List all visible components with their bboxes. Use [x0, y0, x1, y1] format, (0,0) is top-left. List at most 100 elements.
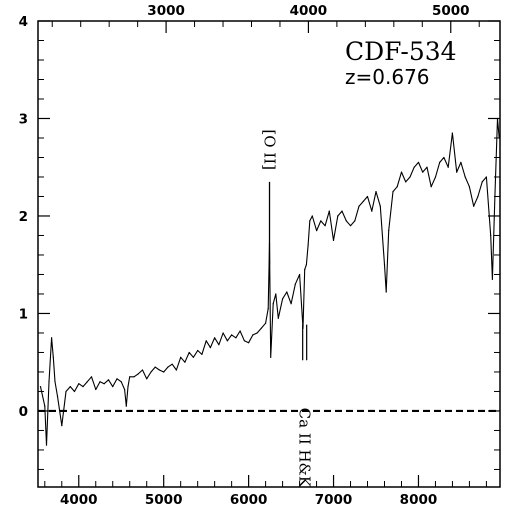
spectrum-point [265, 322, 267, 324]
axis-ticks [38, 20, 500, 487]
spectrum-point [260, 327, 262, 329]
spectrum-point [214, 337, 216, 339]
x-tick-label: 4000 [60, 492, 98, 508]
spectrum-point [275, 293, 277, 295]
spectrum-point [477, 195, 479, 198]
spectrum-point [362, 200, 364, 202]
spectrum-point [78, 383, 80, 385]
spectrum-point [270, 356, 272, 358]
spectrum-point [86, 381, 88, 383]
spectrum-point [400, 171, 403, 173]
spectrum-point [218, 344, 220, 346]
spectrum-point [107, 379, 110, 381]
spectrum-point [337, 215, 339, 217]
spectrum-point [133, 376, 135, 378]
spectrum-point [494, 195, 496, 198]
spectrum-point [272, 303, 274, 305]
spectrum-point [124, 388, 126, 391]
spectrum-point [239, 330, 241, 332]
ca-hk-annotation: Ca II H&K [296, 408, 314, 488]
spectrum-point [56, 395, 59, 397]
spectrum-point [226, 340, 228, 342]
spectrum-point [209, 347, 211, 349]
spectrum-point [54, 381, 56, 383]
spectrum-point [413, 166, 415, 168]
spectrum-point [332, 239, 335, 241]
spectrum-point [320, 220, 322, 222]
spectrum-point [294, 283, 296, 285]
spectrum-point [309, 220, 311, 222]
spectrum-point [163, 371, 165, 373]
x-tick-label: 6000 [230, 492, 268, 508]
y-tick-label: 1 [19, 306, 28, 322]
spectrum-point [61, 425, 63, 427]
spectrum-point [82, 386, 84, 388]
series-points [39, 117, 500, 446]
spectrum-point [491, 278, 493, 280]
x-tick-label: 7000 [315, 492, 353, 508]
spectrum-point [464, 176, 466, 178]
spectrum-point [45, 444, 48, 446]
spectrum-point [485, 176, 487, 178]
spectrum-point [434, 176, 437, 178]
spectrum-point [90, 376, 93, 378]
spectrum-point [127, 386, 129, 388]
spectrum-point [396, 186, 398, 188]
spectrum-point [125, 405, 127, 407]
spectrum-point [154, 366, 156, 368]
spectrum-point [231, 334, 233, 336]
spectrum-point [116, 378, 118, 380]
y-tick-label: 4 [19, 14, 28, 30]
spectrum-point [205, 340, 207, 342]
spectrum-point [201, 353, 203, 355]
spectrum-point [481, 181, 483, 183]
spectrum-point [175, 369, 177, 371]
spectrum-point [366, 195, 369, 198]
top-tick-label: 3000 [147, 3, 185, 19]
spectrum-point [158, 369, 160, 371]
spectrum-point [180, 356, 182, 358]
spectrum-point [95, 388, 97, 391]
spectrum-point [451, 132, 453, 134]
spectrum-point [267, 308, 269, 310]
spectrum-point [188, 351, 190, 354]
spectrum-point [146, 378, 148, 380]
spectrum-point [349, 225, 352, 227]
spectrum-point [141, 369, 144, 371]
spectrum-point [256, 332, 258, 334]
spectrum-point [286, 291, 288, 293]
spectrum-point [65, 390, 67, 393]
spectrum-point [422, 171, 424, 173]
spectrum-point [150, 371, 152, 373]
spectrum-point [439, 161, 441, 163]
spectrum-point [405, 181, 407, 183]
spectrum-point [184, 361, 186, 363]
spectrum-point [171, 363, 173, 365]
spectrum-point [358, 205, 360, 207]
spectrum-point [468, 186, 470, 188]
spectrum-point [252, 334, 254, 336]
spectrum-point [307, 244, 309, 246]
top-tick-label: 5000 [432, 3, 470, 19]
spectrum-point [316, 230, 318, 232]
spectrum-point [167, 366, 169, 368]
spectrum-point [120, 381, 122, 383]
spectrum-point [44, 405, 46, 407]
spectrum-point [473, 205, 475, 207]
y-tick-label: 0 [19, 404, 28, 420]
spectrum-point [456, 171, 458, 173]
spectrum-point [277, 317, 279, 319]
spectrum-point [103, 383, 105, 385]
spectrum-point [341, 210, 343, 212]
x-tick-label: 8000 [400, 492, 438, 508]
spectrum-point [197, 349, 199, 352]
spectrum-point [392, 191, 394, 193]
tick-labels: 4000 5000 6000 7000 8000 3000 4000 5000 0 1 2 3 4 [19, 3, 470, 508]
oii-annotation: [O II] [261, 129, 279, 170]
spectrum-point [447, 166, 449, 168]
spectrum-point [129, 376, 131, 378]
redshift-label: z=0.676 [345, 65, 430, 89]
spectrum-point [290, 303, 292, 305]
spectrum-point [222, 332, 224, 334]
spectrum-point [371, 210, 373, 212]
